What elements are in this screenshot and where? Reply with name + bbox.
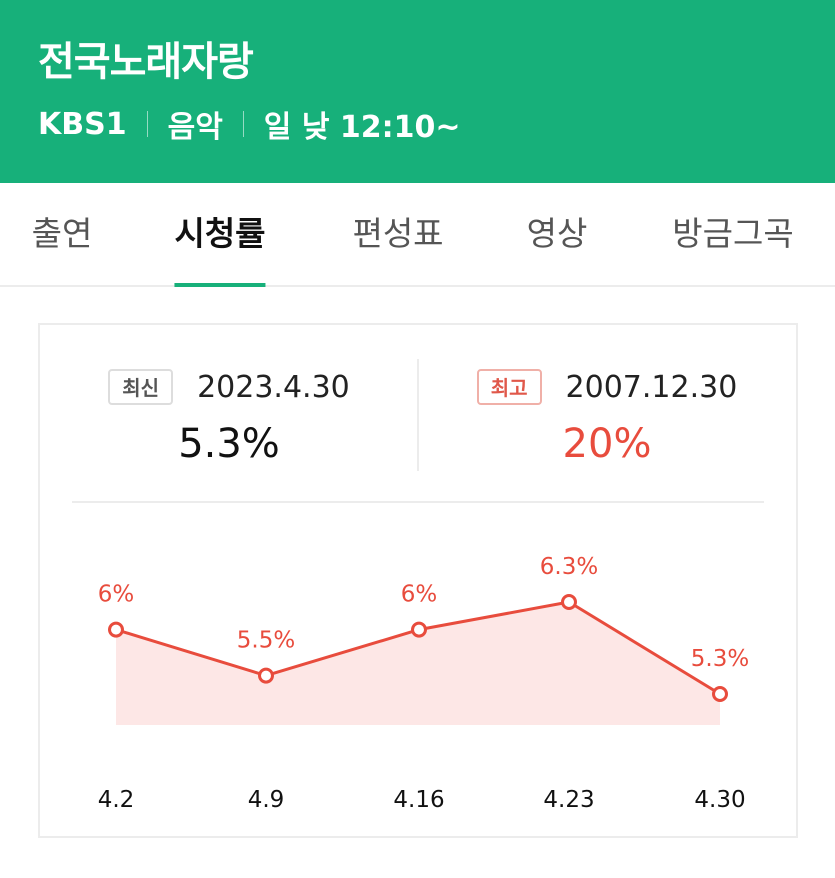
chart-x-tick-label: 4.30 <box>694 787 745 813</box>
meta-divider <box>242 111 244 137</box>
chart-data-label: 6% <box>401 582 438 608</box>
latest-badge: 최신 <box>108 369 174 405</box>
best-rating: 최고 2007.12.30 20% <box>418 355 796 505</box>
tab-label: 방금그곡 <box>672 214 794 253</box>
chart-x-tick-label: 4.16 <box>393 787 444 813</box>
ratings-chart: 6% 5.5% 6% 6.3% 5.3% 4.2 4.9 4.16 4.23 4.30 <box>98 554 750 813</box>
tab-videos[interactable]: 영상 <box>527 183 588 285</box>
chart-area-fill <box>116 602 720 725</box>
channel-label: KBS1 <box>38 106 127 142</box>
schedule-label: 일 낮 12:10~ <box>263 110 461 145</box>
chart-data-label: 6% <box>98 582 135 608</box>
stat-divider <box>417 359 419 471</box>
chart-point <box>561 594 577 610</box>
tab-cast[interactable]: 출연 <box>32 183 93 285</box>
latest-date: 2023.4.30 <box>197 369 350 405</box>
chart-point <box>108 621 124 638</box>
section-divider <box>72 501 764 503</box>
best-date: 2007.12.30 <box>565 369 738 405</box>
chart-data-label: 6.3% <box>540 554 598 580</box>
best-badge: 최고 <box>476 369 542 405</box>
best-rating-header: 최고 2007.12.30 <box>418 367 796 407</box>
latest-rating: 최신 2023.4.30 5.3% <box>40 355 418 505</box>
chart-x-tick-label: 4.23 <box>543 787 594 813</box>
ratings-card: 최신 2023.4.30 5.3% 최고 2007.12.30 20% 6% 5.… <box>38 323 798 838</box>
chart-point <box>258 667 274 684</box>
tab-song-finder[interactable]: 방금그곡 <box>672 183 793 285</box>
tab-schedule[interactable]: 편성표 <box>352 183 443 285</box>
program-header: 전국노래자랑 KBS1 음악 일 낮 12:10~ <box>0 0 835 183</box>
chart-data-label: 5.3% <box>691 646 749 672</box>
chart-point <box>712 686 728 702</box>
chart-x-tick-label: 4.2 <box>98 787 135 813</box>
tab-ratings[interactable]: 시청률 <box>174 183 266 287</box>
best-value: 20% <box>562 421 652 467</box>
program-title: 전국노래자랑 <box>38 39 254 85</box>
tab-label: 출연 <box>31 214 93 253</box>
genre-label: 음악 <box>167 110 223 145</box>
chart-point <box>411 621 427 638</box>
tab-label: 시청률 <box>174 214 266 253</box>
tab-label: 편성표 <box>352 214 444 253</box>
tab-bar: 출연 시청률 편성표 영상 방금그곡 <box>0 183 835 287</box>
tab-label: 영상 <box>526 214 588 253</box>
chart-data-label: 5.5% <box>237 628 295 654</box>
meta-divider <box>146 111 148 137</box>
chart-x-tick-label: 4.9 <box>248 787 285 813</box>
tab-underline <box>174 283 266 287</box>
program-meta: KBS1 음악 일 낮 12:10~ <box>38 102 461 146</box>
latest-rating-header: 최신 2023.4.30 <box>40 367 418 407</box>
latest-value: 5.3% <box>178 421 280 467</box>
